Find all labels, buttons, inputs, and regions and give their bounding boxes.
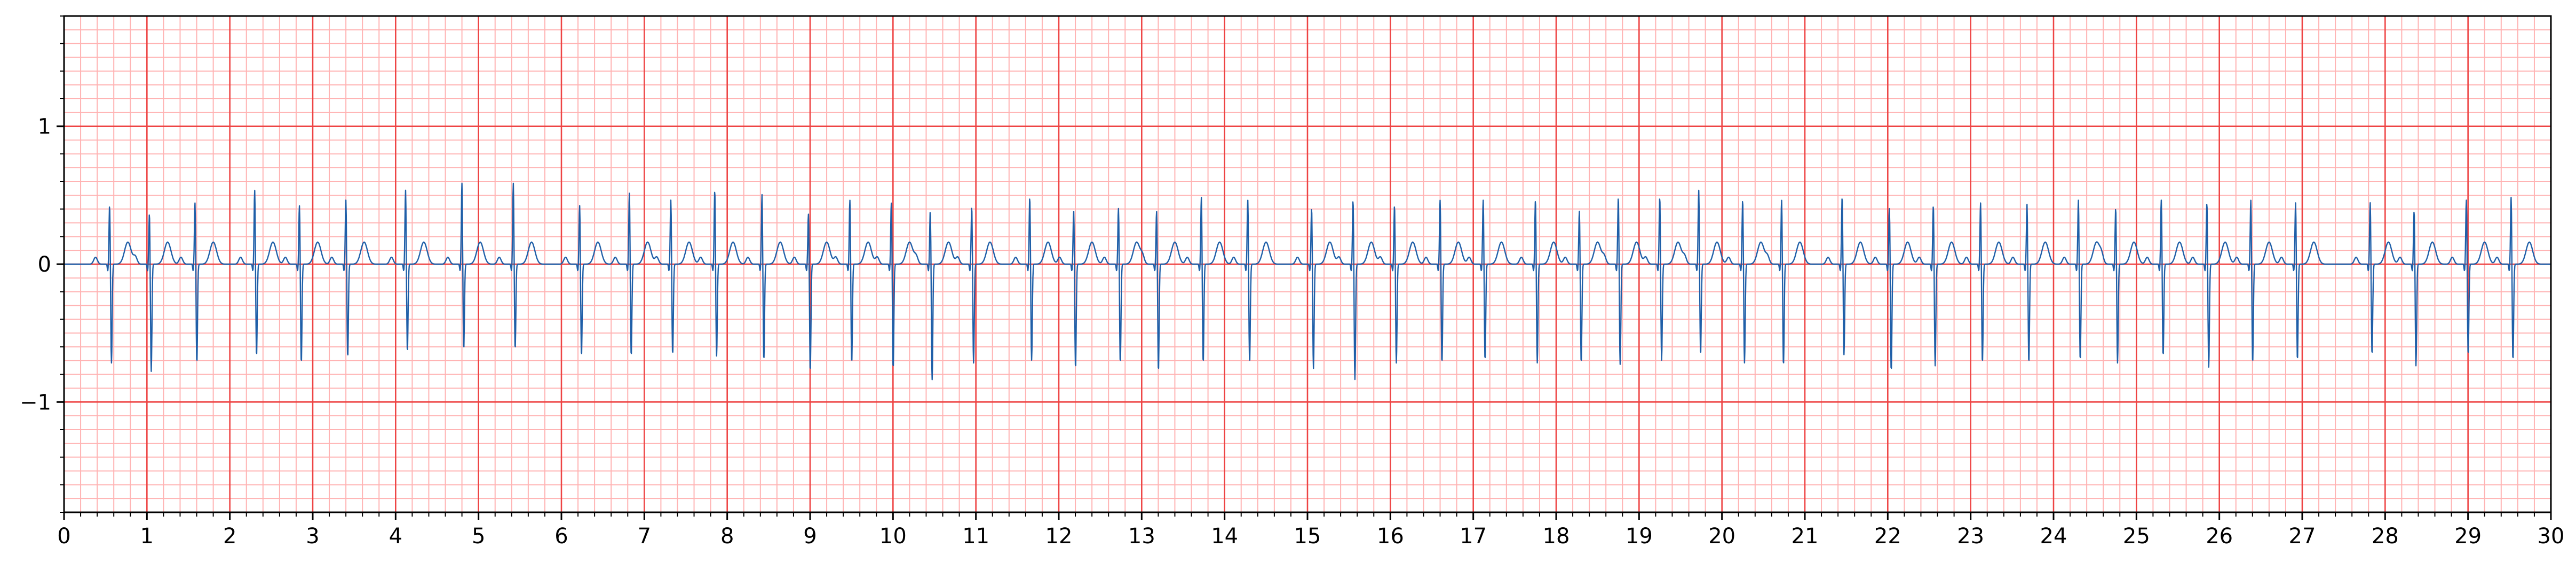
r-peak-point bbox=[1618, 194, 1620, 196]
r-peak-point bbox=[2295, 200, 2297, 202]
r-peak-point bbox=[2510, 194, 2512, 196]
r-peak-point bbox=[2466, 197, 2468, 199]
r-peak-point bbox=[345, 197, 347, 199]
r-peak-point bbox=[1482, 197, 1484, 199]
x-tick-label: 28 bbox=[2372, 524, 2399, 549]
r-peak-point bbox=[2115, 205, 2117, 208]
r-peak-point bbox=[2078, 197, 2080, 199]
r-peak-point bbox=[1742, 197, 1744, 199]
r-peak-point bbox=[1534, 197, 1536, 199]
r-peak-point bbox=[2206, 200, 2208, 202]
r-peak-point bbox=[890, 200, 892, 202]
r-peak-point bbox=[1439, 197, 1441, 199]
x-tick-label: 13 bbox=[1128, 524, 1155, 549]
x-tick-label: 11 bbox=[962, 524, 989, 549]
ecg-trace bbox=[64, 183, 2551, 380]
r-peak-point bbox=[1155, 208, 1158, 210]
r-peak-point bbox=[849, 197, 851, 199]
x-tick-label: 22 bbox=[1874, 524, 1901, 549]
r-peak-point bbox=[670, 197, 672, 199]
r-peak-point bbox=[578, 202, 581, 204]
r-peak-point bbox=[2369, 200, 2371, 202]
r-peak-point bbox=[1352, 197, 1354, 199]
r-peak-point bbox=[761, 192, 763, 194]
r-peak-point bbox=[1932, 202, 1935, 204]
x-tick-label: 5 bbox=[472, 524, 485, 549]
x-tick-label: 23 bbox=[1957, 524, 1984, 549]
x-tick-label: 8 bbox=[720, 524, 734, 549]
x-tick-label: 26 bbox=[2206, 524, 2233, 549]
x-tick-label: 1 bbox=[140, 524, 154, 549]
r-peak-point bbox=[1979, 200, 1981, 202]
x-tick-label: 0 bbox=[57, 524, 70, 549]
r-peak-point bbox=[512, 180, 514, 183]
x-tick-label: 20 bbox=[1708, 524, 1735, 549]
x-tick-label: 2 bbox=[223, 524, 236, 549]
r-peak-point bbox=[1888, 205, 1890, 208]
r-peak-point bbox=[2250, 197, 2252, 199]
y-tick-label: −1 bbox=[20, 390, 51, 415]
r-peak-point bbox=[1200, 194, 1202, 196]
x-tick-label: 24 bbox=[2040, 524, 2067, 549]
y-tick-label: 0 bbox=[38, 252, 51, 277]
x-tick-label: 4 bbox=[389, 524, 402, 549]
r-peak-point bbox=[2026, 201, 2028, 203]
x-tick-label: 12 bbox=[1045, 524, 1073, 549]
r-peak-point bbox=[1073, 208, 1075, 210]
r-peak-point bbox=[298, 202, 300, 204]
x-tick-label: 27 bbox=[2289, 524, 2316, 549]
r-peak-point bbox=[461, 180, 463, 183]
x-tick-label: 19 bbox=[1626, 524, 1653, 549]
r-peak-point bbox=[807, 211, 810, 213]
r-peak-point bbox=[2413, 208, 2415, 210]
r-peak-point bbox=[929, 208, 931, 210]
x-axis: 0 1 2 3 4 5 6 7 8 9 10 11 12 13 14 15 16 17 18 19 20 21 22 23 24… bbox=[57, 512, 2564, 549]
r-peak-point bbox=[1117, 205, 1120, 208]
x-tick-label: 9 bbox=[803, 524, 817, 549]
r-peak-point bbox=[405, 187, 407, 189]
r-peak-point bbox=[194, 200, 196, 202]
r-peak-point bbox=[1841, 194, 1843, 196]
x-tick-label: 14 bbox=[1211, 524, 1238, 549]
r-peak-point bbox=[1659, 194, 1661, 196]
r-peak-point bbox=[1029, 194, 1031, 196]
x-tick-label: 3 bbox=[306, 524, 319, 549]
x-tick-label: 10 bbox=[879, 524, 907, 549]
r-peak-point bbox=[108, 202, 110, 204]
r-peak-point bbox=[628, 190, 630, 192]
r-peak-point bbox=[2160, 197, 2162, 199]
r-peak-point bbox=[1698, 187, 1700, 189]
r-peak-point bbox=[1393, 202, 1396, 204]
x-tick-label: 15 bbox=[1294, 524, 1321, 549]
x-tick-label: 18 bbox=[1543, 524, 1570, 549]
r-peak-point bbox=[1781, 197, 1783, 199]
x-tick-label: 7 bbox=[638, 524, 651, 549]
x-tick-label: 6 bbox=[554, 524, 568, 549]
y-axis: −1 0 1 bbox=[20, 15, 64, 513]
r-peak-point bbox=[971, 204, 973, 206]
x-tick-label: 25 bbox=[2123, 524, 2150, 549]
r-peak-point bbox=[714, 187, 716, 189]
x-tick-label: 29 bbox=[2454, 524, 2482, 549]
r-peak-point bbox=[1578, 208, 1580, 210]
r-peak-point bbox=[1247, 197, 1249, 199]
x-tick-label: 17 bbox=[1460, 524, 1487, 549]
r-peak-point bbox=[1311, 205, 1313, 208]
r-peak-point bbox=[148, 211, 150, 213]
x-tick-label: 16 bbox=[1377, 524, 1404, 549]
x-tick-label: 21 bbox=[1792, 524, 1819, 549]
y-tick-label: 1 bbox=[38, 115, 51, 139]
x-tick-label: 30 bbox=[2538, 524, 2565, 549]
r-peak-point bbox=[253, 187, 256, 189]
